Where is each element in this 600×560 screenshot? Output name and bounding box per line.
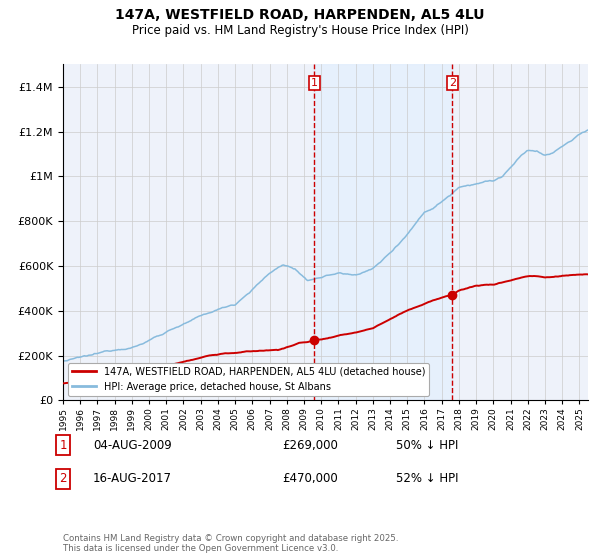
Text: 1: 1 xyxy=(59,438,67,452)
Legend: 147A, WESTFIELD ROAD, HARPENDEN, AL5 4LU (detached house), HPI: Average price, d: 147A, WESTFIELD ROAD, HARPENDEN, AL5 4LU… xyxy=(68,363,429,395)
Text: 04-AUG-2009: 04-AUG-2009 xyxy=(93,438,172,452)
Text: 16-AUG-2017: 16-AUG-2017 xyxy=(93,472,172,486)
Text: Contains HM Land Registry data © Crown copyright and database right 2025.
This d: Contains HM Land Registry data © Crown c… xyxy=(63,534,398,553)
Text: 147A, WESTFIELD ROAD, HARPENDEN, AL5 4LU: 147A, WESTFIELD ROAD, HARPENDEN, AL5 4LU xyxy=(115,8,485,22)
Text: 2: 2 xyxy=(59,472,67,486)
Text: Price paid vs. HM Land Registry's House Price Index (HPI): Price paid vs. HM Land Registry's House … xyxy=(131,24,469,36)
Text: 52% ↓ HPI: 52% ↓ HPI xyxy=(396,472,458,486)
Text: 50% ↓ HPI: 50% ↓ HPI xyxy=(396,438,458,452)
Text: 1: 1 xyxy=(311,78,318,88)
Text: 2: 2 xyxy=(449,78,456,88)
Text: £470,000: £470,000 xyxy=(282,472,338,486)
Bar xyxy=(314,64,452,400)
Text: £269,000: £269,000 xyxy=(282,438,338,452)
